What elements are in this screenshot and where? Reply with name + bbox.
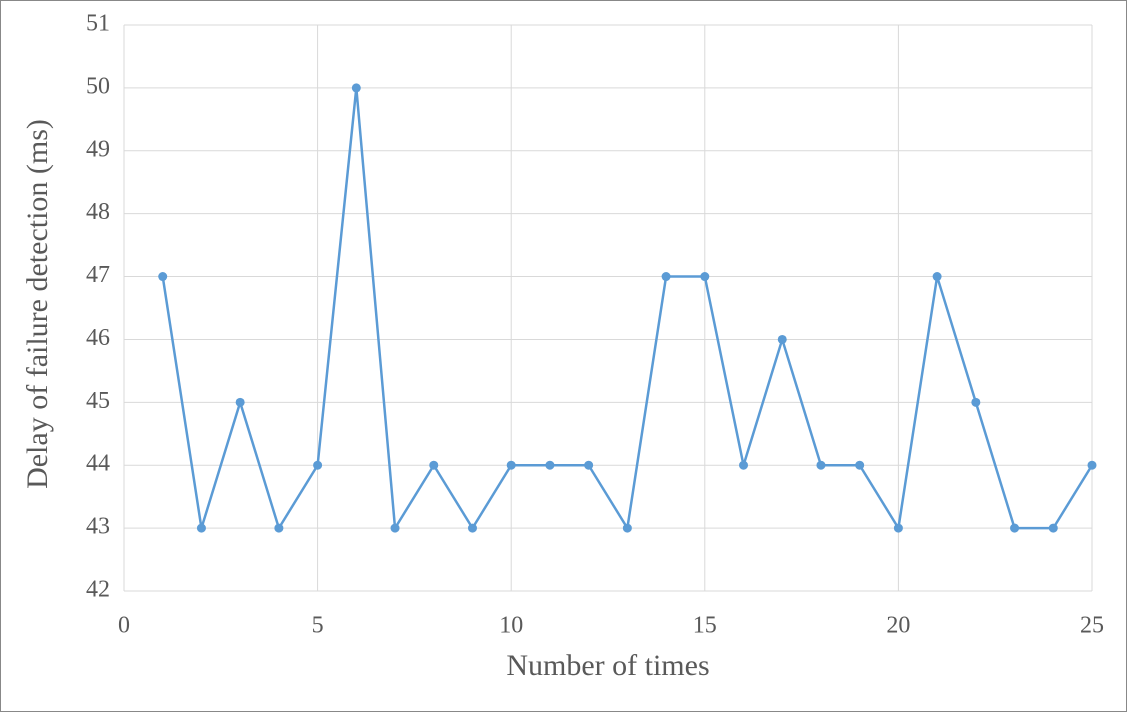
data-point: [429, 460, 439, 470]
data-point: [971, 397, 981, 407]
x-tick-label: 15: [693, 613, 717, 639]
x-tick-label: 10: [499, 613, 523, 639]
data-point: [467, 523, 477, 533]
y-tick-label: 49: [86, 136, 110, 162]
y-tick-label: 47: [86, 262, 110, 288]
data-point: [855, 460, 865, 470]
x-tick-label: 5: [312, 613, 324, 639]
data-point: [739, 460, 749, 470]
x-tick-label: 25: [1080, 613, 1104, 639]
data-point: [235, 397, 245, 407]
y-tick-label: 44: [86, 451, 110, 477]
data-point: [1048, 523, 1058, 533]
data-point: [777, 334, 787, 344]
data-point: [932, 272, 942, 282]
y-tick-label: 42: [86, 577, 110, 603]
y-axis-title: Delay of failure detection (ms): [21, 119, 54, 489]
data-point: [390, 523, 400, 533]
data-point: [313, 460, 323, 470]
y-tick-label: 43: [86, 514, 110, 540]
data-point: [1010, 523, 1020, 533]
data-point: [661, 272, 671, 282]
data-point: [700, 272, 710, 282]
data-point: [196, 523, 206, 533]
y-tick-label: 51: [86, 11, 110, 37]
data-point: [1087, 460, 1097, 470]
data-point: [351, 83, 361, 93]
data-point: [584, 460, 594, 470]
data-point: [158, 272, 168, 282]
x-tick-label: 0: [118, 613, 130, 639]
y-tick-label: 48: [86, 199, 110, 225]
data-point: [893, 523, 903, 533]
x-tick-label: 20: [886, 613, 910, 639]
y-tick-label: 46: [86, 325, 110, 351]
data-point: [816, 460, 826, 470]
data-point: [274, 523, 284, 533]
y-tick-label: 50: [86, 73, 110, 99]
y-tick-label: 45: [86, 388, 110, 414]
data-point: [622, 523, 632, 533]
data-point: [545, 460, 555, 470]
data-point: [506, 460, 516, 470]
x-axis-title: Number of times: [506, 649, 709, 682]
